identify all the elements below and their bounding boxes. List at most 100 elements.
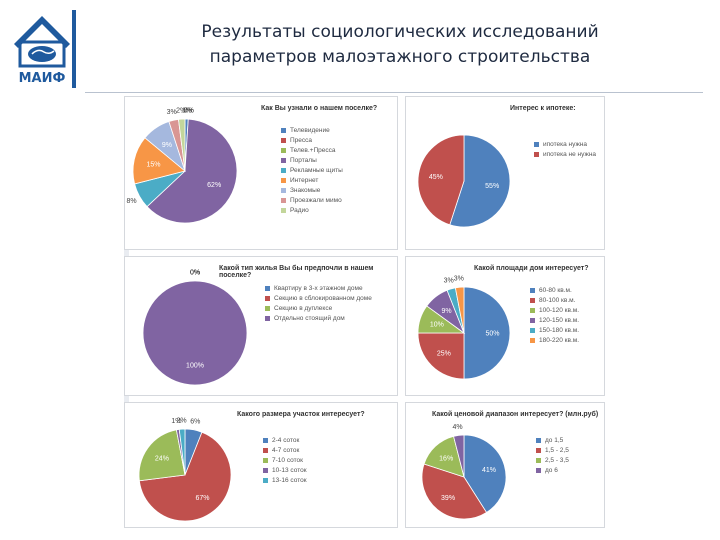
pie-slice-отдельно-стоящий-дом (142, 280, 248, 386)
legend-swatch (536, 458, 541, 463)
page-title: Результаты социологических исследований … (100, 20, 700, 70)
chart-title: Какой ценовой диапазон интересует? (млн.… (432, 411, 599, 418)
legend-swatch (281, 178, 286, 183)
legend-item: 2,5 - 3,5 (536, 457, 569, 465)
legend-swatch (263, 448, 268, 453)
legend-swatch (265, 316, 270, 321)
chart-title: Какого размера участок интересует? (237, 411, 365, 418)
legend-swatch (281, 198, 286, 203)
legend-item: Радио (281, 207, 343, 215)
legend-label: 180-220 кв.м. (539, 337, 580, 344)
data-label: 0% (184, 108, 194, 115)
legend-item: 4-7 соток (263, 447, 391, 455)
chart-panel-area: Какой площади дом интересует? 50% 25% 10% 9… (405, 256, 605, 396)
pie-slice-60-80-кв-м (463, 286, 511, 380)
legend-swatch (263, 438, 268, 443)
pie-slice-7-10-соток (138, 429, 186, 482)
legend-label: 100-120 кв.м. (539, 307, 580, 314)
legend-label: 2,5 - 3,5 (545, 457, 569, 464)
legend-label: Порталы (290, 157, 317, 164)
data-label: 50% (486, 331, 500, 338)
legend-item: 2-4 соток (263, 437, 391, 445)
pie-chart-price: 41% 39% 16% 4% (421, 424, 507, 520)
pie-chart-area: 50% 25% 10% 9% 3% 3% (417, 276, 511, 380)
data-label: 62% (207, 182, 221, 189)
legend: Квартиру в 3-х этажном доме Секцию в сбло… (265, 285, 393, 325)
data-label: 10% (430, 322, 444, 329)
legend-swatch (534, 142, 539, 147)
data-label: 0% (190, 270, 200, 277)
legend-label: до 6 (545, 467, 558, 474)
data-label: 8% (126, 198, 136, 205)
chart-title: Интерес к ипотеке: (510, 105, 576, 112)
data-label: 3% (167, 109, 177, 116)
data-label: 9% (162, 142, 172, 149)
chart-panel-mortgage: Интерес к ипотеке: 55% 45% ипотека нужна и… (405, 96, 605, 250)
pie-slice-180-220-кв-м (454, 286, 465, 334)
legend-item: 1,5 - 2,5 (536, 447, 569, 455)
legend-label: Отдельно стоящий дом (274, 315, 345, 322)
legend-label: Радио (290, 207, 309, 214)
pie-slice-радио (178, 118, 186, 172)
legend-item: 150-180 кв.м. (530, 327, 579, 335)
legend-label: Квартиру в 3-х этажном доме (274, 285, 363, 292)
pie-slice-80-100-кв-м (417, 332, 465, 380)
legend-item: Секцию в сблокированном доме (265, 295, 393, 303)
legend-swatch (281, 158, 286, 163)
legend-item: 120-150 кв.м. (530, 317, 579, 325)
pie-slice-ипотека-не-нужна (417, 134, 465, 226)
pie-chart-plot-size: 6% 67% 24% 1%2% (138, 418, 232, 522)
pie-chart-mortgage: 55% 45% (417, 134, 511, 228)
data-label: 45% (429, 174, 443, 181)
legend-label: Секцию в дуплексе (274, 305, 333, 312)
pie-slice-интернет (132, 137, 186, 185)
legend-swatch (263, 468, 268, 473)
data-label: 67% (195, 495, 209, 502)
data-label: 39% (441, 495, 455, 502)
data-label: 16% (439, 456, 453, 463)
legend-item: Порталы (281, 157, 343, 165)
legend-item: Телевидение (281, 127, 343, 135)
legend-item: 60-80 кв.м. (530, 287, 579, 295)
legend-item: Телев.+Пресса (281, 147, 343, 155)
chart-title: Как Вы узнали о нашем поселке? (261, 105, 378, 112)
legend-item: Квартиру в 3-х этажном доме (265, 285, 393, 293)
legend-item: до 1,5 (536, 437, 569, 445)
legend-label: 10-13 соток (272, 467, 307, 474)
data-label: 1% (171, 418, 181, 425)
pie-chart-housing-type: 0%0%0%100% (142, 270, 248, 386)
legend-item: 100-120 кв.м. (530, 307, 579, 315)
legend-label: 60-80 кв.м. (539, 287, 572, 294)
legend-swatch (263, 478, 268, 483)
data-label: 25% (437, 351, 451, 358)
pie-slice-ипотека-нужна (449, 134, 511, 228)
legend-item: ипотека не нужна (534, 151, 600, 159)
legend-label: 13-16 соток (272, 477, 307, 484)
data-label: 2% (176, 108, 186, 115)
data-label: 4% (453, 424, 463, 431)
data-label: 9% (441, 308, 451, 315)
legend-swatch (530, 328, 535, 333)
legend-item: 180-220 кв.м. (530, 337, 579, 345)
pie-slice-13-16-соток (178, 428, 186, 476)
legend-item: 13-16 соток (263, 477, 391, 485)
legend-swatch (530, 318, 535, 323)
legend-item: Секцию в дуплексе (265, 305, 393, 313)
legend-label: Знакомые (290, 187, 321, 194)
legend-swatch (536, 468, 541, 473)
legend-label: ипотека нужна (543, 141, 588, 148)
legend-label: 120-150 кв.м. (539, 317, 580, 324)
header-divider (85, 92, 703, 93)
chart-panel-housing-type: Какой тип жилья Вы бы предпочли в нашем … (124, 256, 398, 396)
legend-label: 2-4 соток (272, 437, 300, 444)
legend: Телевидение Пресса Телев.+Пресса Порталы Рек… (281, 127, 343, 217)
legend-label: Рекламные щиты (290, 167, 343, 174)
legend-item: Рекламные щиты (281, 167, 343, 175)
data-label: 3% (444, 278, 454, 285)
legend-label: 7-10 соток (272, 457, 303, 464)
legend-swatch (530, 298, 535, 303)
legend-item: Пресса (281, 137, 343, 145)
legend-label: ипотека не нужна (543, 151, 597, 158)
logo-text: МАИФ (19, 71, 66, 86)
legend-label: Проезжали мимо (290, 197, 342, 204)
